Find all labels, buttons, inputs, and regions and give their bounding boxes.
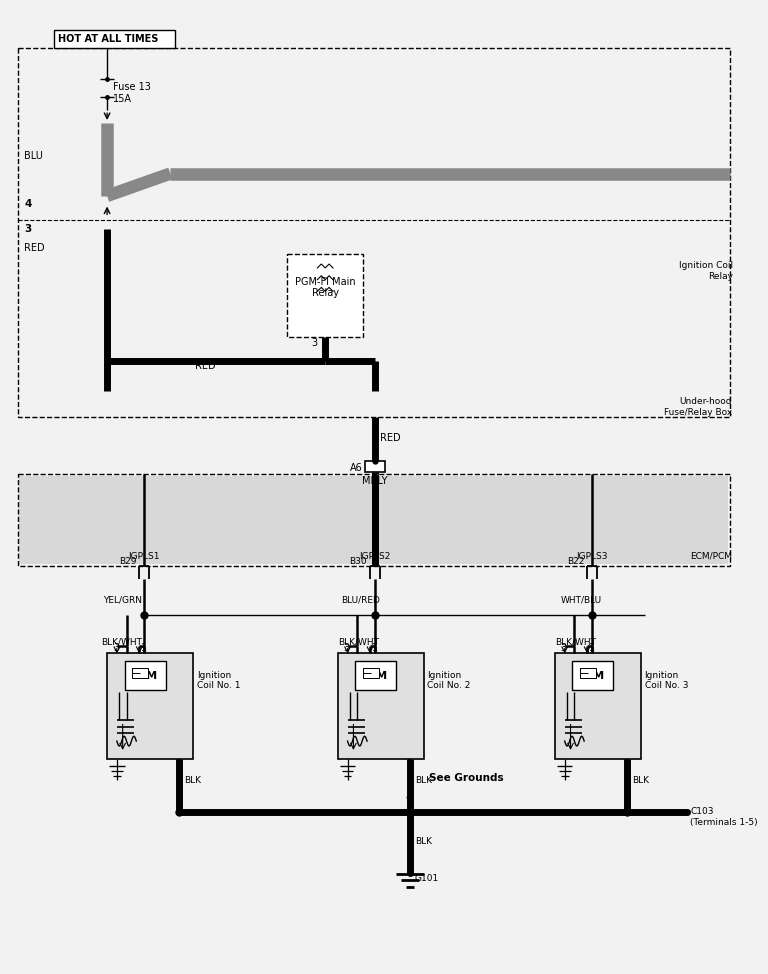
Text: 3: 3	[25, 224, 31, 234]
Text: ICM: ICM	[581, 671, 604, 681]
Bar	[107, 654, 193, 759]
Text: MRLY: MRLY	[362, 476, 388, 486]
Text: Under-hood
Fuse/Relay Box: Under-hood Fuse/Relay Box	[664, 397, 732, 417]
Bar	[54, 30, 175, 48]
Text: RED: RED	[195, 361, 215, 371]
Text: BLU: BLU	[25, 151, 43, 161]
Text: 1: 1	[589, 643, 595, 653]
Text: B30: B30	[349, 557, 367, 567]
Text: 1: 1	[372, 643, 378, 653]
Text: G101: G101	[415, 874, 439, 882]
Text: 3: 3	[312, 338, 318, 348]
Text: 3: 3	[113, 643, 119, 653]
Text: PGM-FI Main
Relay: PGM-FI Main Relay	[295, 277, 356, 298]
Text: IGPLS3: IGPLS3	[576, 551, 607, 561]
Text: Ignition
Coil No. 2: Ignition Coil No. 2	[428, 671, 471, 691]
Text: BLK: BLK	[632, 775, 649, 784]
Text: ECM/PCM: ECM/PCM	[690, 551, 732, 561]
Text: Ignition Coil
Relay: Ignition Coil Relay	[679, 261, 733, 281]
Text: 2: 2	[175, 759, 181, 768]
Text: 3: 3	[561, 643, 567, 653]
Text: HOT AT ALL TIMES: HOT AT ALL TIMES	[58, 34, 159, 44]
Text: Fuse 13: Fuse 13	[113, 82, 151, 92]
Text: IGPLS1: IGPLS1	[128, 551, 160, 561]
Bar	[356, 661, 396, 691]
Bar	[124, 661, 166, 691]
Text: BLK: BLK	[415, 775, 432, 784]
Text: 1: 1	[141, 643, 147, 653]
Text: 15A: 15A	[113, 94, 132, 103]
Bar	[338, 654, 423, 759]
Bar	[572, 661, 614, 691]
Text: YEL/GRN: YEL/GRN	[103, 595, 142, 605]
Bar	[363, 668, 379, 678]
Bar	[287, 254, 363, 337]
Text: 2: 2	[406, 759, 412, 768]
Text: A6: A6	[350, 463, 363, 472]
Bar	[18, 48, 730, 417]
Bar	[581, 668, 596, 678]
Text: B22: B22	[567, 557, 584, 567]
Bar	[555, 654, 641, 759]
Text: RED: RED	[379, 433, 400, 443]
Text: WHT/BLU: WHT/BLU	[561, 595, 602, 605]
Text: BLK/WHT: BLK/WHT	[338, 637, 379, 647]
Text: BLK: BLK	[184, 775, 201, 784]
Text: C103
(Terminals 1-5): C103 (Terminals 1-5)	[690, 807, 758, 827]
Text: BLK/WHT: BLK/WHT	[555, 637, 596, 647]
Text: ICM: ICM	[134, 671, 157, 681]
Text: B29: B29	[119, 557, 136, 567]
Text: Ignition
Coil No. 1: Ignition Coil No. 1	[197, 671, 240, 691]
Bar	[19, 476, 728, 564]
Bar	[132, 668, 148, 678]
Text: BLK: BLK	[415, 837, 432, 845]
Text: 2: 2	[623, 759, 629, 768]
Text: BLU/RED: BLU/RED	[341, 595, 379, 605]
Text: ICM: ICM	[364, 671, 387, 681]
Text: IGPLS2: IGPLS2	[359, 551, 390, 561]
Text: Ignition
Coil No. 3: Ignition Coil No. 3	[644, 671, 688, 691]
Text: 4: 4	[25, 199, 31, 208]
Bar	[365, 461, 385, 472]
Text: RED: RED	[25, 244, 45, 253]
Text: BLK/WHT: BLK/WHT	[101, 637, 142, 647]
Bar	[18, 474, 730, 566]
Text: See Grounds: See Grounds	[429, 773, 504, 783]
Text: 3: 3	[344, 643, 349, 653]
